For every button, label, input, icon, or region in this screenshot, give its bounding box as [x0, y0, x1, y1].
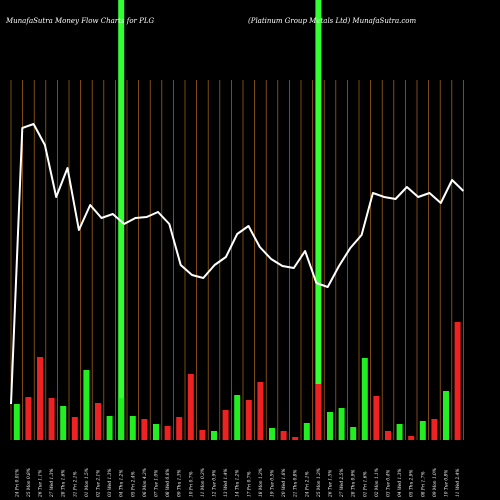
x-tick-label: 27 Wed 1.3% [50, 469, 55, 498]
x-tick-label: 12 Tue 0.9% [213, 470, 218, 497]
volume-bar [315, 384, 322, 440]
x-tick-label: 11 Wed 2.4% [456, 469, 461, 497]
x-tick-label: 11 Mon 0.3% [201, 468, 206, 497]
x-tick-label: 08 Fri 1.7% [421, 471, 426, 497]
volume-bar [13, 404, 20, 440]
volume-bar [37, 357, 43, 440]
volume-bar [280, 431, 287, 440]
x-tick-label: 10 Tue 0.8% [445, 470, 450, 497]
x-tick-label: 28 Thu 0.9% [352, 469, 357, 498]
volume-bar [83, 370, 90, 440]
chart-title: MunafaSutra Money Flow Charts for PLG [5, 17, 154, 25]
volume-bar [164, 426, 171, 440]
x-tick-label: 10 Fri 0.7% [189, 471, 194, 497]
volume-bar [350, 427, 357, 440]
x-tick-label: 03 Tue 0.4% [387, 470, 392, 497]
x-tick-label: 17 Fri 0.7% [247, 471, 252, 497]
volume-bar [373, 396, 380, 440]
volume-bar [327, 412, 333, 440]
volume-bar [95, 403, 101, 440]
x-axis-labels: 24 Fri 0.01% 25 Mon 0.8% 26 Tue 1.1% 27 Wed… [15, 468, 461, 498]
x-tick-label: 18 Mon 1.3% [259, 468, 264, 497]
x-tick-label: 25 Mon 1.3% [317, 468, 322, 498]
volume-bar [257, 382, 264, 440]
x-tick-label: 09 Mon 1.0% [433, 468, 438, 497]
x-tick-label: 25 Mon 0.8% [27, 468, 32, 498]
volume-bar [129, 416, 136, 440]
x-tick-label: 13 Wed 1.4% [224, 469, 229, 497]
x-tick-label: 26 Tue 1.1% [39, 470, 44, 498]
volume-bar [48, 398, 55, 440]
volume-bars [13, 322, 461, 440]
volume-bar [419, 421, 426, 440]
volume-bar [454, 322, 461, 440]
volume-bar [25, 397, 32, 440]
volume-bar [245, 400, 252, 440]
x-tick-label: 08 Wed 0.6% [166, 469, 171, 497]
volume-bar [234, 395, 241, 440]
volume-bar [303, 423, 310, 440]
money-flow-line [10, 123, 465, 405]
x-tick-label: 27 Wed 2.5% [340, 469, 345, 498]
x-tick-label: 31 Fri 2.1% [73, 471, 78, 497]
x-tick-label: 20 Wed 1.6% [282, 469, 287, 498]
volume-bar [199, 430, 206, 440]
highlight-column [118, 0, 125, 440]
x-tick-label: 06 Mon 4.3% [143, 468, 148, 497]
x-tick-label: 05 Thu 2.9% [410, 469, 415, 497]
x-tick-label: 01 Fri 1.6% [363, 471, 368, 497]
x-tick-label: 24 Fri 0.01% [15, 469, 20, 498]
volume-bar [106, 416, 113, 440]
volume-bar [385, 431, 391, 440]
highlight-column [315, 0, 322, 440]
flow-line-path [10, 123, 465, 405]
x-tick-label: 02 Tue 2.1% [97, 470, 102, 497]
volume-bar [222, 410, 229, 440]
volume-bar [141, 419, 148, 440]
x-tick-label: 07 Tue 1.0% [155, 470, 160, 497]
volume-bar [211, 431, 217, 440]
volume-bar [269, 428, 275, 440]
volume-bar [176, 417, 183, 440]
volume-bar [338, 408, 345, 440]
x-tick-label: 03 Wed 1.3% [108, 469, 113, 497]
x-tick-label: 09 Thu 1.3% [178, 469, 183, 497]
volume-bar [408, 436, 415, 440]
volume-bar [60, 406, 67, 440]
volume-bar [71, 417, 78, 440]
volume-bar [443, 391, 449, 440]
vertical-grid [10, 80, 464, 440]
x-tick-label: 14 Thu 1.2% [236, 469, 241, 497]
x-tick-label: 21 Thu 0.8% [294, 469, 299, 498]
x-tick-label: 04 Wed 1.3% [398, 469, 403, 497]
x-tick-label: 19 Tue 0.5% [271, 470, 276, 497]
x-tick-label: 24 Fri 2.1% [305, 471, 310, 498]
volume-bar [396, 424, 403, 440]
chart-subtitle: (Platinum Group Metals Ltd) MunafaSutra.… [248, 17, 417, 25]
highlight-columns [118, 0, 322, 440]
x-tick-label: 28 Thu 1.6% [62, 469, 67, 498]
volume-bar [153, 424, 159, 440]
x-tick-label: 26 Tue 1.5% [329, 470, 334, 498]
x-tick-label: 05 Fri 2.4% [131, 471, 136, 497]
x-tick-label: 04 Thu 1.2% [120, 469, 125, 497]
x-tick-label: 01 Mon 1.5% [85, 468, 90, 497]
volume-bar [118, 398, 125, 440]
volume-bar [361, 358, 368, 440]
volume-bar [431, 419, 438, 440]
x-tick-label: 02 Mon 1.1% [375, 468, 380, 497]
volume-bar [187, 374, 194, 440]
volume-bar [292, 437, 299, 440]
